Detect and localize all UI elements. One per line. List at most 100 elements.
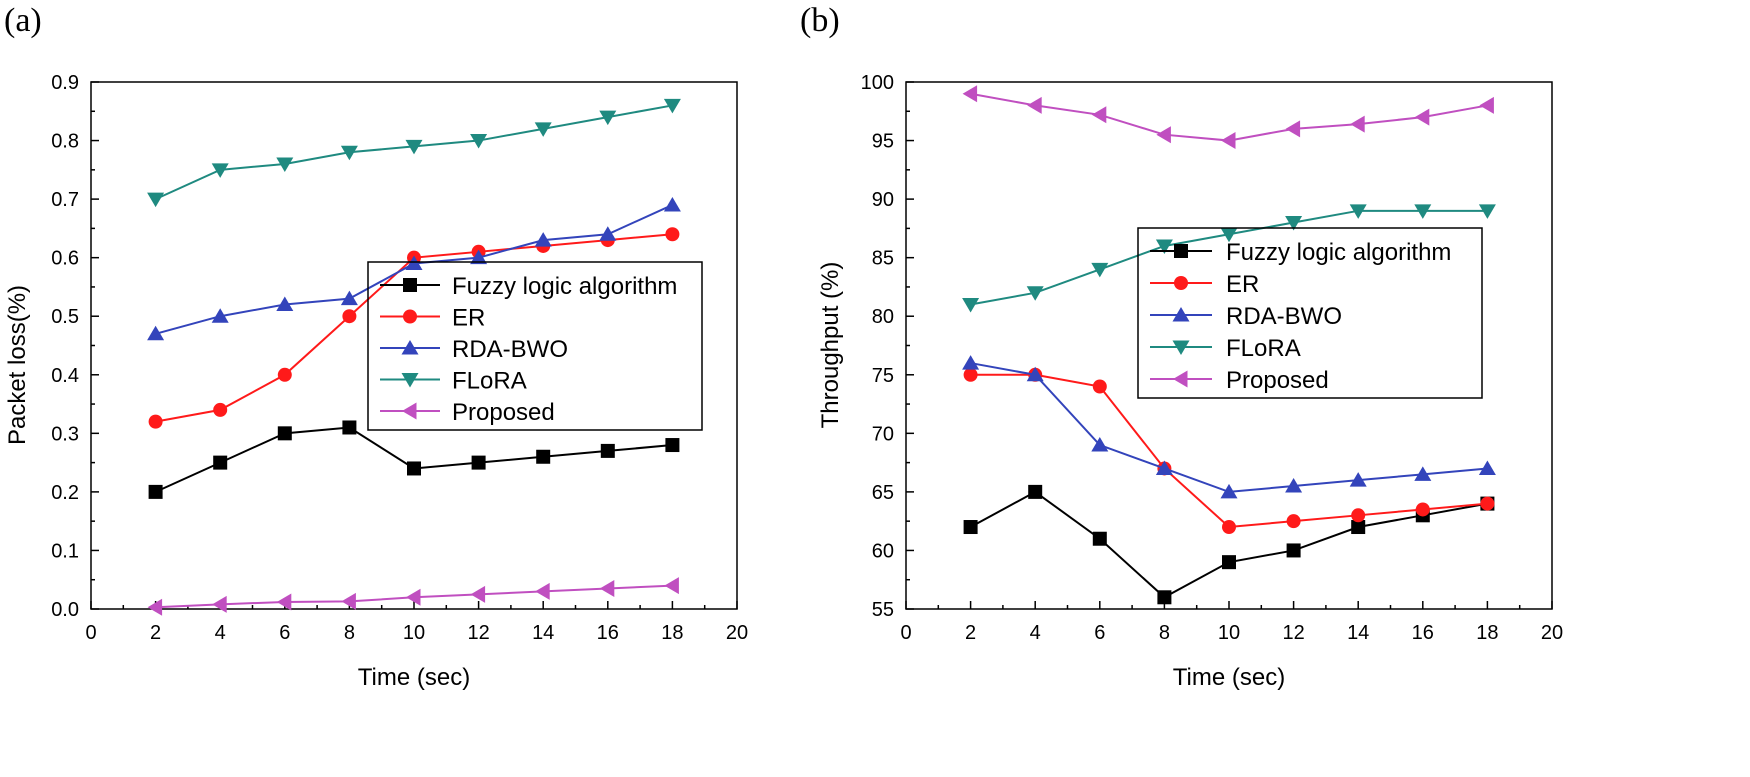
data-point xyxy=(277,426,292,441)
data-point xyxy=(407,461,421,476)
data-point xyxy=(342,420,357,435)
data-point xyxy=(1026,286,1044,301)
data-point xyxy=(340,145,358,161)
data-point xyxy=(963,367,978,382)
legend-label: FLoRA xyxy=(452,368,527,395)
data-point xyxy=(665,227,680,242)
y-tick-label: 65 xyxy=(872,482,894,504)
legend-box-a xyxy=(367,261,703,431)
series-a xyxy=(147,98,681,616)
x-axis-title-a: Time (sec) xyxy=(358,664,470,691)
data-point xyxy=(534,122,552,137)
x-tick-label: 4 xyxy=(1030,622,1041,644)
data-point xyxy=(1478,204,1496,219)
data-point xyxy=(1221,132,1236,150)
data-point xyxy=(212,595,227,613)
legend-marker xyxy=(401,373,419,388)
y-tick-label: 60 xyxy=(872,540,894,562)
data-point xyxy=(211,308,229,323)
data-point xyxy=(1155,460,1173,475)
legend-marker xyxy=(1173,370,1188,388)
y-tick-label: 55 xyxy=(872,599,894,621)
data-point xyxy=(665,438,680,453)
data-point xyxy=(276,157,294,172)
data-point xyxy=(1414,204,1432,219)
panel-label-a: (a) xyxy=(4,2,42,39)
x-tick-label: 12 xyxy=(467,622,489,644)
data-point xyxy=(962,85,978,103)
data-point xyxy=(1479,96,1494,114)
x-tick-label: 6 xyxy=(1094,622,1105,644)
data-point xyxy=(1414,466,1432,481)
legend-label: FLoRA xyxy=(1226,335,1301,362)
data-point xyxy=(600,443,615,458)
x-tick-label: 2 xyxy=(150,622,161,644)
series-flora xyxy=(962,204,1496,313)
series-line xyxy=(970,490,1488,599)
data-point xyxy=(1480,496,1495,511)
legend-marker xyxy=(1174,244,1188,258)
x-tick-label: 2 xyxy=(965,622,976,644)
data-point xyxy=(148,414,163,429)
data-point xyxy=(148,484,163,499)
y-tick-label: 95 xyxy=(872,131,894,153)
x-tick-label: 18 xyxy=(1476,622,1498,644)
data-point xyxy=(1285,120,1301,138)
x-tick-label: 10 xyxy=(403,622,425,644)
data-point xyxy=(962,355,980,370)
y-tick-label: 0.9 xyxy=(51,72,79,94)
y-tick-label: 100 xyxy=(861,72,894,94)
data-point xyxy=(470,585,486,603)
data-point xyxy=(213,455,228,470)
data-point xyxy=(1220,227,1238,243)
data-point xyxy=(147,598,163,616)
data-point xyxy=(1091,437,1109,452)
data-point xyxy=(663,98,681,114)
x-tick-label: 14 xyxy=(1347,622,1369,644)
x-tick-label: 16 xyxy=(1412,622,1434,644)
data-point xyxy=(1157,590,1172,605)
data-point xyxy=(470,249,488,265)
y-tick-label: 0.6 xyxy=(51,248,79,270)
data-point xyxy=(1091,106,1107,124)
y-tick-label: 0.7 xyxy=(51,189,79,211)
data-point xyxy=(1415,502,1430,517)
data-point xyxy=(1028,484,1043,499)
data-point xyxy=(1027,96,1042,114)
data-point xyxy=(1349,472,1367,487)
legend-label: Fuzzy logic algorithm xyxy=(1226,239,1451,266)
y-axis-title-b: Throughput (%) xyxy=(817,262,844,429)
legend-b: Fuzzy logic algorithm ER RDA-BWO FLoRA Propo… xyxy=(1137,227,1483,399)
data-point xyxy=(1478,460,1496,475)
x-tick-label: 10 xyxy=(1218,622,1240,644)
x-tick-label: 4 xyxy=(215,622,226,644)
legend-label: RDA-BWO xyxy=(1226,303,1342,330)
x-tick-label: 16 xyxy=(597,622,619,644)
x-tick-label: 20 xyxy=(726,622,748,644)
series-line xyxy=(155,426,673,493)
x-tick-label: 0 xyxy=(85,622,96,644)
series-rda-bwo xyxy=(147,196,681,341)
legend-box-b xyxy=(1137,227,1483,399)
x-tick-label: 18 xyxy=(661,622,683,644)
x-tick-label: 14 xyxy=(532,622,554,644)
series-proposed xyxy=(962,85,1494,150)
data-point xyxy=(1349,204,1367,219)
y-tick-label: 75 xyxy=(872,365,894,387)
data-point xyxy=(1286,543,1301,558)
series-fuzzy-logic-algorithm xyxy=(148,420,680,499)
legend-marker xyxy=(1172,340,1190,355)
y-tick-label: 0.1 xyxy=(51,540,79,562)
data-point xyxy=(405,255,423,271)
x-tick-label: 20 xyxy=(1541,622,1563,644)
data-point xyxy=(1414,108,1430,126)
y-tick-label: 0.5 xyxy=(51,306,79,328)
data-point xyxy=(1220,483,1238,499)
data-point xyxy=(340,290,358,306)
legend-marker xyxy=(403,309,417,324)
data-point xyxy=(406,588,421,606)
y-tick-label: 0.3 xyxy=(51,423,79,445)
legend-marker xyxy=(402,402,417,420)
data-point xyxy=(147,325,165,341)
